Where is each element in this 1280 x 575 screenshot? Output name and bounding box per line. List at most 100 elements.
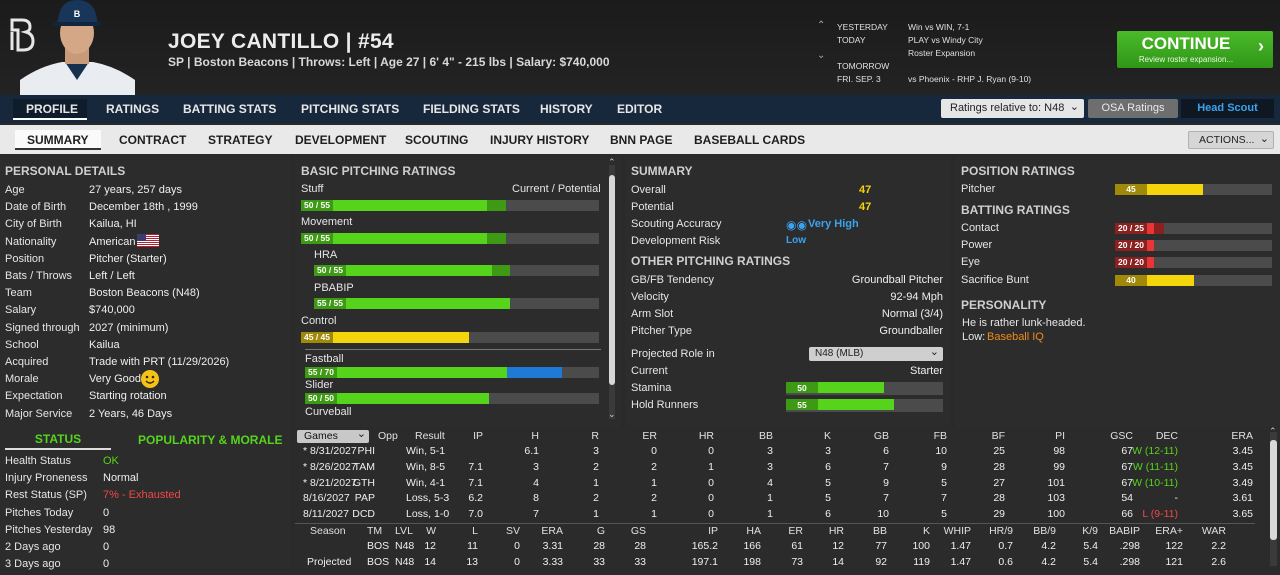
season-header[interactable]: K/9 (1082, 525, 1098, 537)
scroll-down-icon[interactable]: ⌄ (608, 409, 616, 419)
rating-label-bg (305, 367, 337, 378)
game-log-header[interactable]: ERA (1231, 430, 1253, 442)
subtab-strategy[interactable]: STRATEGY (208, 133, 273, 147)
tab-batting-stats[interactable]: BATTING STATS (183, 102, 277, 116)
game-log-header[interactable]: IP (473, 430, 483, 442)
game-log-row[interactable]: * 8/31/2027 PHI Win, 5-1 6.1 3 0 0 3 3 6 10 25 98 67 W… (295, 444, 1255, 459)
season-header[interactable]: Season (310, 525, 346, 537)
season-header[interactable]: ER (788, 525, 803, 537)
detail-value: Kailua (89, 338, 120, 351)
head-scout-button[interactable]: Head Scout (1181, 99, 1274, 118)
season-header[interactable]: BB/9 (1033, 525, 1056, 537)
tab-profile[interactable]: PROFILE (26, 102, 79, 116)
season-header[interactable]: GS (630, 525, 646, 537)
season-header[interactable]: ERA+ (1155, 525, 1183, 537)
games-select[interactable]: Games ⌄ (297, 428, 369, 443)
game-log-scrollbar[interactable] (1270, 432, 1277, 566)
scroll-up-icon[interactable]: ⌃ (608, 157, 616, 167)
game-log-header[interactable]: H (531, 430, 539, 442)
subtab-scouting[interactable]: SCOUTING (405, 133, 469, 147)
actions-button[interactable]: ACTIONS... ⌄ (1188, 131, 1274, 149)
game-log-cell: 6 (825, 508, 831, 521)
subtab-bnn-page[interactable]: BNN PAGE (610, 133, 673, 147)
subtab-contract[interactable]: CONTRACT (119, 133, 187, 147)
game-log-row[interactable]: 8/16/2027 PAP Loss, 5-3 6.2 8 2 2 0 1 5 7 7 28 103 54 -… (295, 491, 1255, 506)
game-log-cell: 6 (883, 445, 889, 457)
season-cell: N48 (395, 540, 415, 552)
game-log-header[interactable]: BF (991, 430, 1005, 442)
game-log-cell: GTH (352, 476, 375, 489)
yesterday-result[interactable]: Win vs WIN, 7-1 (908, 22, 970, 32)
detail-label: Date of Birth (5, 201, 67, 214)
subtab-injury-history[interactable]: INJURY HISTORY (490, 133, 590, 147)
season-cell: 12 (832, 540, 844, 552)
game-log-row[interactable]: * 8/26/2027 TAM Win, 8-5 7.1 3 2 2 1 3 6 7 9 28 99 67 W… (295, 460, 1255, 475)
stamina-rating-bar: 50 (786, 382, 943, 395)
game-log-header[interactable]: Opp (378, 430, 398, 442)
season-header[interactable]: BB (872, 525, 887, 537)
game-log-cell: 3.45 (1232, 445, 1253, 457)
scrollbar[interactable] (609, 165, 615, 419)
game-log-cell: 66 (1121, 508, 1133, 521)
potential-value: 47 (859, 201, 872, 213)
season-header[interactable]: K (922, 525, 930, 537)
game-log-row[interactable]: 8/11/2027 DCD Loss, 1-0 7.0 7 1 1 0 1 6 10 5 29 100 66… (295, 507, 1255, 522)
ratings-relative-select[interactable]: Ratings relative to: N48 ⌄ (941, 99, 1084, 118)
game-log-cell: 29 (993, 508, 1005, 521)
scroll-up-icon[interactable]: ⌃ (1269, 426, 1277, 436)
game-log-cell: 3.45 (1232, 460, 1253, 473)
tab-history[interactable]: HISTORY (540, 102, 593, 116)
tomorrow-game[interactable]: vs Phoenix - RHP J. Ryan (9-10) (908, 74, 1032, 84)
game-log-header[interactable]: R (591, 430, 599, 442)
season-header[interactable]: HR/9 (989, 525, 1013, 537)
season-header[interactable]: ERA (541, 525, 563, 537)
game-log-row[interactable]: * 8/21/2027 GTH Win, 4-1 7.1 4 1 1 0 4 5 9 5 27 101 67… (295, 476, 1255, 491)
continue-button[interactable]: CONTINUE Review roster expansion... › (1117, 31, 1273, 68)
game-log-header[interactable]: PI (1055, 430, 1065, 442)
gbfb-value: Groundball Pitcher (851, 274, 943, 286)
tab-popularity-morale[interactable]: POPULARITY & MORALE (138, 433, 283, 447)
season-header[interactable]: TM (367, 525, 383, 537)
subtab-development[interactable]: DEVELOPMENT (295, 133, 387, 147)
tab-status[interactable]: STATUS (5, 432, 111, 450)
osa-ratings-button[interactable]: OSA Ratings (1088, 99, 1178, 118)
pbabip-label: PBABIP (314, 282, 354, 294)
season-header[interactable]: WAR (1201, 525, 1226, 537)
projected-role-select[interactable]: N48 (MLB) ⌄ (809, 346, 943, 361)
season-header[interactable]: HA (746, 525, 761, 537)
season-header[interactable]: BABIP (1109, 525, 1140, 537)
game-log-header[interactable]: FB (933, 430, 947, 442)
season-header[interactable]: HR (828, 525, 844, 537)
season-header[interactable]: L (472, 525, 478, 537)
subtab-summary[interactable]: SUMMARY (27, 133, 89, 147)
tab-editor[interactable]: EDITOR (617, 102, 663, 116)
today-game[interactable]: PLAY vs Windy City (908, 35, 983, 45)
scrollbar-thumb[interactable] (609, 175, 615, 385)
game-log-header[interactable]: HR (698, 430, 714, 442)
schedule-down-icon[interactable]: ⌄ (817, 50, 826, 61)
tab-fielding-stats[interactable]: FIELDING STATS (423, 102, 520, 116)
scrollbar-thumb[interactable] (1270, 440, 1277, 540)
tab-ratings[interactable]: RATINGS (106, 102, 160, 116)
season-header[interactable]: LVL (395, 525, 413, 537)
personal-details-title: PERSONAL DETAILS (5, 164, 126, 178)
season-header[interactable]: IP (708, 525, 718, 537)
season-header[interactable]: W (426, 525, 436, 537)
season-header[interactable]: SV (505, 525, 520, 537)
schedule-up-icon[interactable]: ⌃ (817, 20, 826, 31)
game-log-header[interactable]: DEC (1155, 430, 1178, 442)
season-header[interactable]: WHIP (943, 525, 971, 537)
game-log-cell: 10 (935, 445, 947, 457)
game-log-header[interactable]: GSC (1110, 430, 1133, 442)
game-log-header[interactable]: GB (873, 430, 889, 442)
status-row: Health Status OK (0, 455, 291, 472)
game-log-header[interactable]: BB (758, 430, 773, 442)
game-log-cell: Loss, 5-3 (406, 492, 450, 505)
tab-pitching-stats[interactable]: PITCHING STATS (301, 102, 400, 116)
season-header[interactable]: G (596, 525, 605, 537)
game-log-header[interactable]: Result (415, 430, 445, 442)
divider (295, 523, 1255, 524)
game-log-header[interactable]: K (823, 430, 831, 442)
game-log-header[interactable]: ER (642, 430, 657, 442)
subtab-baseball-cards[interactable]: BASEBALL CARDS (694, 133, 806, 147)
